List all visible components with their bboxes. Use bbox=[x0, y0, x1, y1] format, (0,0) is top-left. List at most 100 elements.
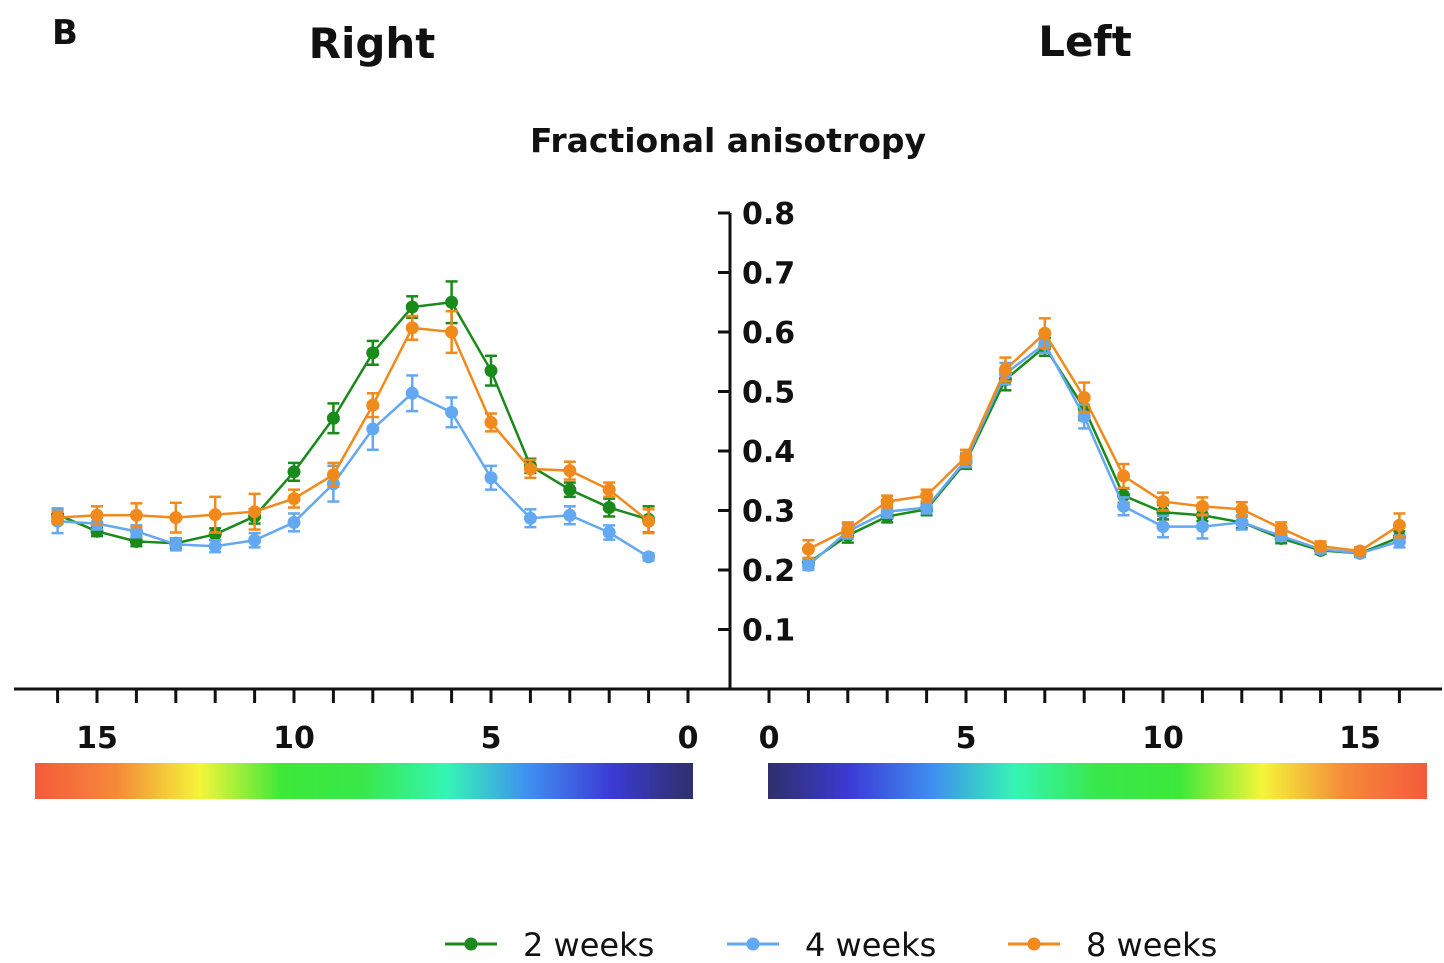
data-point bbox=[169, 537, 183, 551]
y-tick-label: 0.4 bbox=[742, 435, 795, 470]
legend-label: 4 weeks bbox=[805, 926, 936, 963]
data-point bbox=[445, 405, 459, 419]
data-point bbox=[1117, 499, 1131, 513]
panel-label: B bbox=[52, 13, 78, 53]
series-left-8-weeks bbox=[801, 317, 1406, 560]
data-point bbox=[1392, 518, 1406, 532]
series-line bbox=[57, 391, 650, 558]
data-point bbox=[287, 515, 301, 529]
x-tick-label: 5 bbox=[481, 721, 502, 756]
data-point bbox=[642, 514, 656, 528]
data-point bbox=[801, 558, 815, 572]
data-point bbox=[1156, 520, 1170, 534]
data-point bbox=[1038, 326, 1052, 340]
series-left-2-weeks bbox=[801, 336, 1406, 570]
series-right-4-weeks bbox=[51, 374, 656, 564]
y-tick-label: 0.3 bbox=[742, 495, 795, 530]
data-point bbox=[248, 505, 262, 519]
x-tick-label: 5 bbox=[956, 721, 977, 756]
data-point bbox=[445, 295, 459, 309]
data-point bbox=[602, 483, 616, 497]
series-line bbox=[57, 326, 650, 523]
left-side-title: Left bbox=[1038, 17, 1132, 66]
series-right-8-weeks bbox=[51, 309, 656, 535]
data-point bbox=[326, 468, 340, 482]
data-point bbox=[1077, 390, 1091, 404]
legend-item-8-weeks: 8 weeks bbox=[1008, 926, 1217, 963]
data-point bbox=[1274, 521, 1288, 535]
x-tick-label: 15 bbox=[1339, 721, 1381, 756]
x-tick-label: 10 bbox=[273, 721, 315, 756]
y-tick-label: 0.1 bbox=[742, 614, 795, 649]
data-point bbox=[248, 533, 262, 547]
right-side-title: Right bbox=[309, 19, 436, 68]
data-point bbox=[484, 415, 498, 429]
data-point bbox=[51, 511, 65, 525]
data-point bbox=[563, 483, 577, 497]
data-point bbox=[366, 422, 380, 436]
legend-marker bbox=[1027, 937, 1041, 951]
data-point bbox=[208, 527, 222, 541]
y-tick-label: 0.2 bbox=[742, 554, 795, 589]
data-point bbox=[920, 489, 934, 503]
data-point bbox=[90, 508, 104, 522]
data-point bbox=[405, 321, 419, 335]
data-point bbox=[920, 501, 934, 515]
data-point bbox=[523, 511, 537, 525]
legend-item-2-weeks: 2 weeks bbox=[445, 926, 654, 963]
data-point bbox=[959, 450, 973, 464]
data-point bbox=[484, 364, 498, 378]
data-point bbox=[129, 508, 143, 522]
series-line bbox=[807, 342, 1400, 567]
data-point bbox=[287, 465, 301, 479]
chart-title: Fractional anisotropy bbox=[530, 121, 926, 160]
data-point bbox=[523, 462, 537, 476]
series-line bbox=[57, 300, 649, 545]
legend: 2 weeks 4 weeks 8 weeks bbox=[445, 926, 1217, 963]
data-point bbox=[841, 523, 855, 537]
x-tick-label: 10 bbox=[1142, 721, 1184, 756]
y-tick-label: 0.8 bbox=[742, 197, 795, 232]
data-point bbox=[563, 508, 577, 522]
legend-label: 2 weeks bbox=[523, 926, 654, 963]
series-line bbox=[807, 345, 1400, 564]
data-point bbox=[287, 492, 301, 506]
data-point bbox=[880, 495, 894, 509]
data-point bbox=[326, 411, 340, 425]
y-tick-label: 0.5 bbox=[742, 376, 795, 411]
data-point bbox=[405, 386, 419, 400]
data-point bbox=[169, 511, 183, 525]
series-right-2-weeks bbox=[51, 280, 656, 550]
data-point bbox=[642, 550, 656, 564]
data-point bbox=[1195, 520, 1209, 534]
legend-marker bbox=[746, 937, 760, 951]
axes: 0.1 0.2 0.3 0.4 0.5 0.6 0.7 0.8 0 5 10 15 0 5 10 15 bbox=[14, 197, 1442, 756]
data-point bbox=[1235, 502, 1249, 516]
legend-label: 8 weeks bbox=[1086, 926, 1217, 963]
data-point bbox=[1235, 515, 1249, 529]
x-tick-label: 15 bbox=[76, 721, 118, 756]
series-layer bbox=[51, 280, 1406, 572]
data-point bbox=[405, 300, 419, 314]
left-colorbar bbox=[768, 763, 1427, 799]
x-tick-label: 0 bbox=[678, 721, 699, 756]
y-tick-label: 0.7 bbox=[742, 257, 795, 292]
data-point bbox=[1353, 544, 1367, 558]
data-point bbox=[1195, 499, 1209, 513]
data-point bbox=[998, 362, 1012, 376]
data-point bbox=[366, 398, 380, 412]
data-point bbox=[445, 325, 459, 339]
data-point bbox=[208, 508, 222, 522]
data-point bbox=[801, 542, 815, 556]
legend-item-4-weeks: 4 weeks bbox=[727, 926, 936, 963]
right-colorbar bbox=[35, 763, 693, 799]
data-point bbox=[208, 539, 222, 553]
data-point bbox=[1117, 469, 1131, 483]
data-point bbox=[602, 501, 616, 515]
x-tick-label: 0 bbox=[759, 721, 780, 756]
data-point bbox=[1314, 539, 1328, 553]
legend-marker bbox=[464, 937, 478, 951]
series-line bbox=[807, 331, 1401, 553]
data-point bbox=[602, 526, 616, 540]
